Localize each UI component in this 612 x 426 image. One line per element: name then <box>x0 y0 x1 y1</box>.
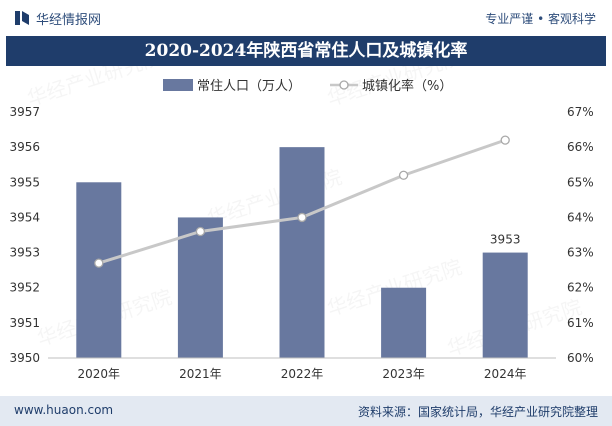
line-point <box>398 170 409 180</box>
y-right-tick-label: 66% <box>567 140 594 154</box>
line-point <box>195 226 206 237</box>
footer: www.huaon.com 资料来源：国家统计局，华经产业研究院整理 <box>0 396 612 426</box>
y-right-tick-label: 62% <box>567 281 594 295</box>
y-left-tick-label: 3950 <box>9 351 40 365</box>
y-left-tick-label: 3954 <box>9 210 40 224</box>
y-right-tick-label: 65% <box>567 175 594 189</box>
source-note: 资料来源：国家统计局，华经产业研究院整理 <box>357 405 598 419</box>
y-right-tick-label: 60% <box>567 351 594 365</box>
y-right-tick-label: 64% <box>567 210 594 224</box>
legend-bar-swatch <box>163 79 193 91</box>
line-layer <box>94 135 510 268</box>
x-tick-label: 2021年 <box>179 367 222 381</box>
legend-line-marker <box>339 80 349 90</box>
y-left-tick-label: 3957 <box>9 105 40 119</box>
y-right-tick-label: 67% <box>567 105 594 119</box>
bar <box>279 147 325 358</box>
y-left-tick-label: 3955 <box>9 175 40 189</box>
labels: 3953 <box>490 233 521 247</box>
legend-label: 常住人口（万人） <box>197 79 301 94</box>
bar <box>177 217 223 358</box>
watermark-text: 华经产业研究院 <box>24 66 165 111</box>
legend: 常住人口（万人） 城镇化率（%） <box>163 78 452 94</box>
chart-title: 2020-2024年陕西省常住人口及城镇化率 <box>6 36 606 66</box>
x-tick-label: 2024年 <box>484 367 527 381</box>
brand-name: 华经情报网 <box>36 13 102 28</box>
x-tick-label: 2020年 <box>78 367 121 381</box>
bar <box>381 287 427 358</box>
x-tick-label: 2022年 <box>281 367 324 381</box>
line-point <box>297 212 307 223</box>
line-point <box>94 258 104 268</box>
brand-logo-icon <box>15 11 29 25</box>
x-tick-label: 2023年 <box>382 367 425 381</box>
data-label: 3953 <box>490 233 521 247</box>
website-link[interactable]: www.huaon.com <box>14 403 114 417</box>
chart: 华经产业研究院华经产业研究院华经产业研究院华经产业研究院华经产业研究院华经产业研… <box>9 66 593 381</box>
bar <box>482 252 528 358</box>
y-left-tick-label: 3956 <box>9 140 40 154</box>
y-left-tick-label: 3952 <box>9 281 40 295</box>
slogan: 专业严谨 • 客观科学 <box>485 12 596 26</box>
legend-label: 城镇化率（%） <box>362 78 452 94</box>
y-right-tick-label: 61% <box>567 316 594 330</box>
y-left-tick-label: 3953 <box>9 246 40 260</box>
y-right-tick-label: 63% <box>567 246 594 260</box>
y-left-tick-label: 3951 <box>9 316 40 330</box>
bar <box>76 182 122 358</box>
line-point <box>500 135 510 145</box>
axes: 3950 3951 3952 3953 3954 3955 3956 3957 60% 61% 62… <box>9 105 593 381</box>
bars <box>76 147 528 358</box>
top-header: 华经情报网 专业严谨 • 客观科学 <box>0 0 612 36</box>
